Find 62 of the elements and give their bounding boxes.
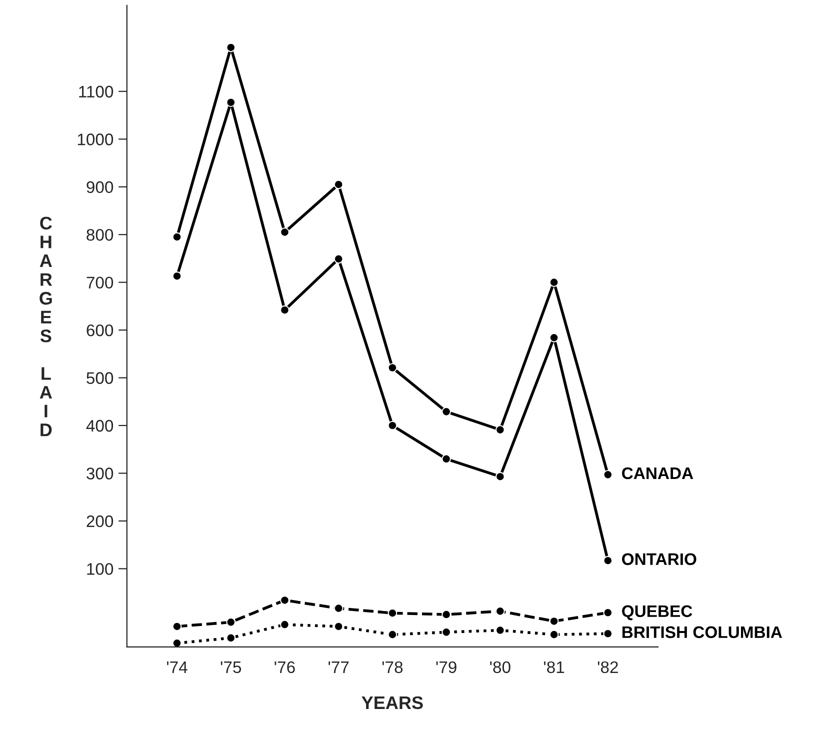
- point: [603, 628, 613, 638]
- point: [280, 620, 290, 630]
- x-tick-label: '74: [166, 661, 188, 673]
- point: [280, 305, 290, 315]
- x-tick-label: '81: [544, 661, 564, 674]
- x-axis-title: YEARS: [362, 696, 423, 710]
- y-tick-label: 900: [86, 181, 114, 194]
- point: [280, 596, 290, 605]
- point: [226, 617, 236, 627]
- point: [334, 604, 344, 614]
- point: [388, 608, 398, 618]
- point: [603, 608, 613, 618]
- y-tick-label: 400: [86, 420, 114, 432]
- point: [388, 630, 398, 640]
- x-tick-label: '80: [490, 661, 510, 674]
- point: [334, 180, 344, 190]
- x-tick-label: '78: [382, 661, 403, 674]
- y-tick-label: 1000: [78, 134, 114, 146]
- point: [172, 271, 182, 281]
- y-tick-label: 700: [86, 276, 114, 289]
- point: [280, 228, 290, 237]
- series-label: CANADA: [622, 467, 694, 480]
- x-tick-label: '79: [436, 661, 456, 674]
- point: [172, 232, 182, 242]
- point: [388, 363, 398, 372]
- y-tick-label: 200: [86, 515, 114, 528]
- point: [226, 633, 236, 643]
- point: [495, 626, 505, 635]
- point: [549, 616, 559, 626]
- y-tick-label: 500: [86, 372, 114, 384]
- point: [442, 628, 451, 637]
- point: [442, 454, 451, 464]
- text: CHARGES LAID: [40, 216, 52, 436]
- point: [603, 470, 613, 480]
- point: [226, 98, 236, 108]
- point: [388, 420, 398, 430]
- point: [172, 622, 182, 632]
- series-label: ONTARIO: [622, 553, 696, 566]
- point: [172, 638, 182, 647]
- x-tick-label: '76: [274, 661, 295, 674]
- point: [442, 406, 451, 416]
- y-tick-label: 100: [87, 563, 114, 575]
- series-label: QUEBEC: [622, 605, 692, 620]
- point: [226, 42, 236, 52]
- series-label: BRITISH COLUMBIA: [622, 626, 782, 638]
- point: [495, 425, 505, 434]
- point: [495, 472, 505, 482]
- y-tick-label: 600: [86, 324, 114, 336]
- y-tick-label: 300: [86, 468, 114, 480]
- point: [549, 278, 559, 287]
- y-tick-label: 800: [86, 228, 114, 241]
- point: [334, 254, 344, 264]
- x-tick-label: '75: [220, 661, 242, 674]
- point: [442, 610, 451, 620]
- point: [495, 606, 505, 616]
- point: [549, 332, 559, 342]
- x-tick-label: '82: [598, 661, 618, 674]
- point: [603, 556, 613, 566]
- y-tick-label: 1100: [79, 86, 114, 98]
- x-tick-label: '77: [328, 661, 349, 673]
- point: [549, 630, 559, 640]
- point: [334, 622, 344, 632]
